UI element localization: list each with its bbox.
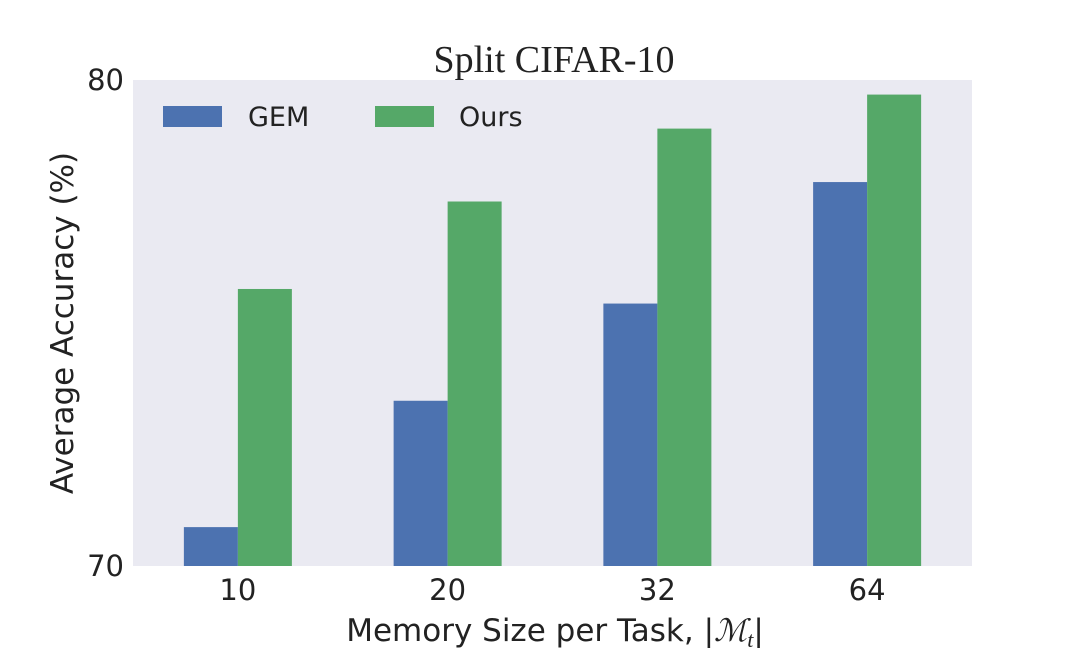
bar-ours-32: [657, 128, 712, 566]
x-axis-label: Memory Size per Task, |ℳt|: [346, 613, 764, 648]
y-tick-label: 70: [87, 549, 124, 583]
x-tick-label: 32: [639, 573, 676, 607]
x-axis-label-sub: t: [747, 627, 754, 648]
legend-swatch-ours: [375, 106, 434, 127]
legend-swatch-gem: [163, 106, 222, 127]
x-axis-label-math: ℳ: [714, 613, 751, 648]
bar-ours-64: [867, 94, 922, 566]
legend: GEM Ours: [163, 102, 523, 133]
y-axis-label: Average Accuracy (%): [45, 152, 81, 494]
x-axis-label-text: Memory Size per Task, |: [346, 613, 714, 648]
y-tick-label: 80: [87, 63, 124, 97]
bar-gem-64: [813, 182, 868, 566]
x-axis-label-end: |: [753, 613, 763, 648]
legend-label-gem: GEM: [248, 102, 309, 133]
legend-label-ours: Ours: [459, 102, 523, 133]
x-tick-label: 20: [429, 573, 466, 607]
chart-title: Split CIFAR-10: [433, 39, 674, 81]
x-tick-label: 64: [849, 573, 886, 607]
tick-labels: 10 20 32 64 70 80: [87, 63, 885, 607]
bar-gem-10: [183, 527, 238, 566]
bar-gem-32: [603, 303, 658, 566]
bars: [183, 94, 922, 566]
bar-gem-20: [393, 400, 448, 566]
bar-ours-20: [447, 201, 502, 566]
x-tick-label: 10: [219, 573, 256, 607]
bar-ours-10: [237, 288, 292, 566]
